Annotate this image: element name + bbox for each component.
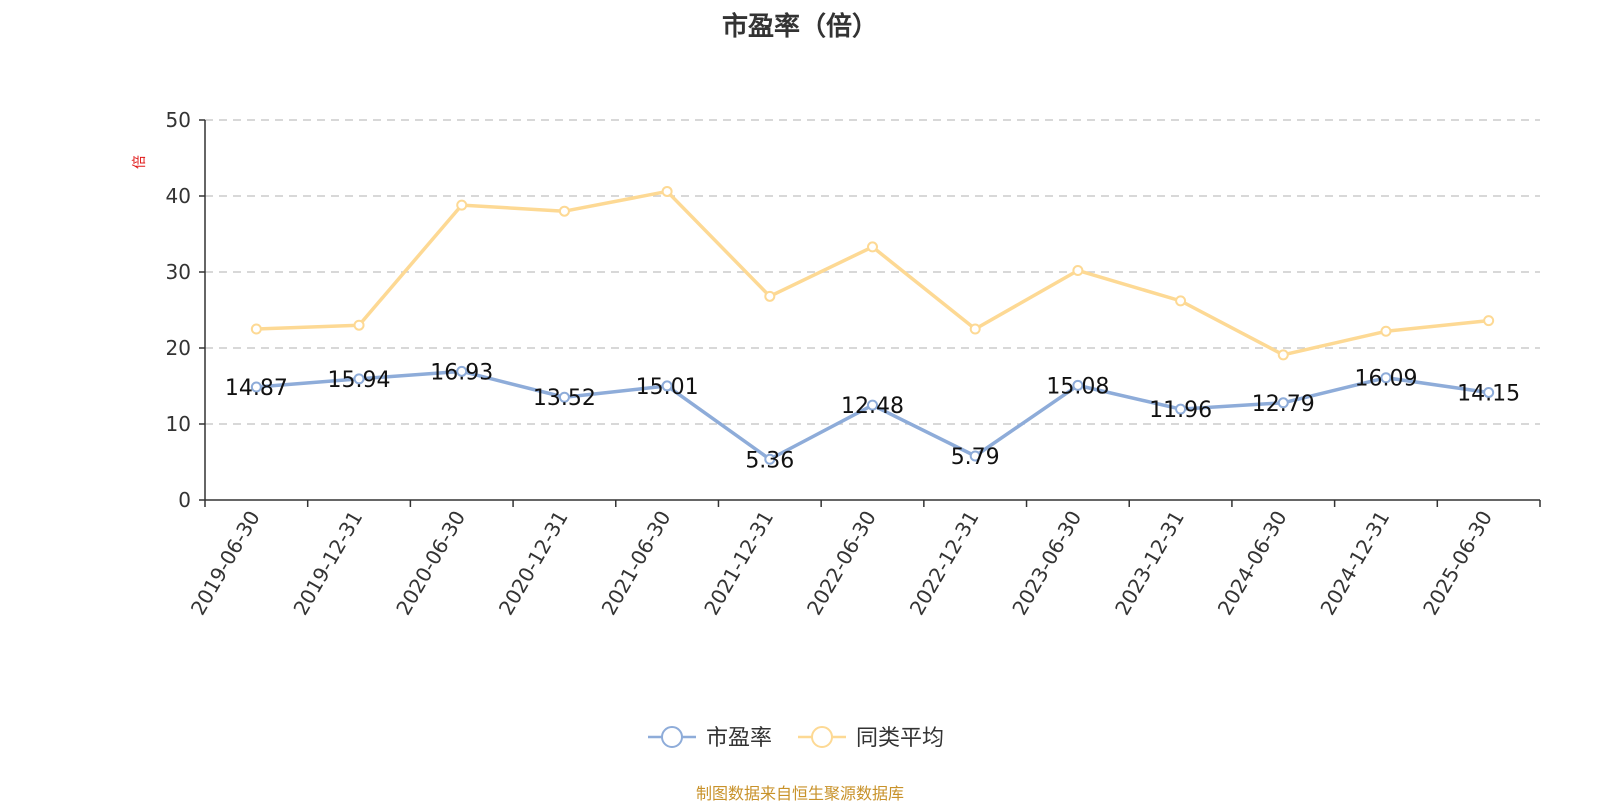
data-point xyxy=(661,185,673,197)
legend-swatch-marker xyxy=(661,726,683,748)
data-label: 12.48 xyxy=(841,394,904,419)
data-label: 15.08 xyxy=(1046,374,1109,399)
y-tick-label: 30 xyxy=(166,260,191,284)
y-axis-unit-label: 倍 xyxy=(132,155,148,169)
axes xyxy=(204,120,1540,501)
series-group xyxy=(250,185,1495,465)
chart-title: 市盈率（倍） xyxy=(721,12,878,42)
x-axis-ticks: 2019-06-30 2019-12-31 2020-06-30 2020-12-31… xyxy=(186,500,1541,620)
x-tick-label: 2025-06-30 xyxy=(1418,507,1497,620)
source-note: 制图数据来自恒生聚源数据库 xyxy=(695,784,904,803)
y-axis-ticks: 0 10 20 30 40 50 xyxy=(166,108,205,512)
data-point xyxy=(661,380,673,392)
data-point xyxy=(969,323,981,335)
data-point xyxy=(1277,349,1289,361)
data-label: 14.15 xyxy=(1457,381,1520,406)
data-point xyxy=(764,290,776,302)
data-point xyxy=(1380,325,1392,337)
y-tick-label: 50 xyxy=(166,108,191,132)
data-label: 16.93 xyxy=(430,360,493,385)
x-tick-label: 2023-12-31 xyxy=(1110,507,1189,620)
data-point xyxy=(456,199,468,211)
y-tick-label: 40 xyxy=(166,184,191,208)
x-tick-label: 2021-12-31 xyxy=(699,507,778,620)
data-labels: 14.87 15.94 16.93 13.52 15.01 5.36 12.48 5.79 15… xyxy=(225,360,1520,473)
data-point xyxy=(1072,264,1084,276)
legend: 市盈率 同类平均 xyxy=(648,726,944,751)
x-tick-label: 2019-06-30 xyxy=(186,507,265,620)
data-point xyxy=(558,205,570,217)
data-label: 13.52 xyxy=(533,386,596,411)
data-label: 15.94 xyxy=(328,368,391,393)
data-label: 14.87 xyxy=(225,376,288,401)
data-point xyxy=(1175,295,1187,307)
data-point xyxy=(1483,386,1495,398)
data-label: 5.36 xyxy=(745,448,794,473)
data-point xyxy=(250,323,262,335)
data-label: 15.01 xyxy=(636,375,699,400)
data-point xyxy=(867,399,878,411)
data-point xyxy=(1175,403,1187,415)
data-point xyxy=(1072,379,1084,391)
data-point xyxy=(867,241,878,253)
x-tick-label: 2020-06-30 xyxy=(391,507,470,620)
series-line xyxy=(256,189,1489,357)
legend-swatch-marker xyxy=(811,726,833,748)
data-point xyxy=(456,365,468,377)
data-label: 16.09 xyxy=(1354,367,1417,392)
data-point xyxy=(353,373,365,385)
data-point xyxy=(1277,397,1289,409)
x-tick-label: 2022-12-31 xyxy=(905,507,984,620)
x-tick-label: 2022-06-30 xyxy=(802,507,881,620)
x-tick-label: 2024-12-31 xyxy=(1315,507,1394,620)
data-label: 5.79 xyxy=(951,445,1000,470)
data-point xyxy=(1380,372,1392,384)
data-label: 11.96 xyxy=(1149,398,1212,423)
legend-label: 市盈率 xyxy=(706,726,772,751)
data-point xyxy=(250,381,262,393)
y-tick-label: 0 xyxy=(178,488,191,512)
y-tick-label: 20 xyxy=(166,336,191,360)
data-point xyxy=(558,391,570,403)
data-label: 12.79 xyxy=(1252,392,1315,417)
y-tick-label: 10 xyxy=(166,412,191,436)
data-point xyxy=(969,450,981,462)
data-point xyxy=(1483,315,1495,327)
x-tick-label: 2019-12-31 xyxy=(288,507,367,620)
x-tick-label: 2021-06-30 xyxy=(597,507,676,620)
x-tick-label: 2023-06-30 xyxy=(1007,507,1086,620)
x-tick-label: 2024-06-30 xyxy=(1213,507,1292,620)
data-point xyxy=(353,319,365,331)
x-tick-label: 2020-12-31 xyxy=(494,507,573,620)
data-point xyxy=(764,453,776,465)
legend-label: 同类平均 xyxy=(856,726,944,751)
